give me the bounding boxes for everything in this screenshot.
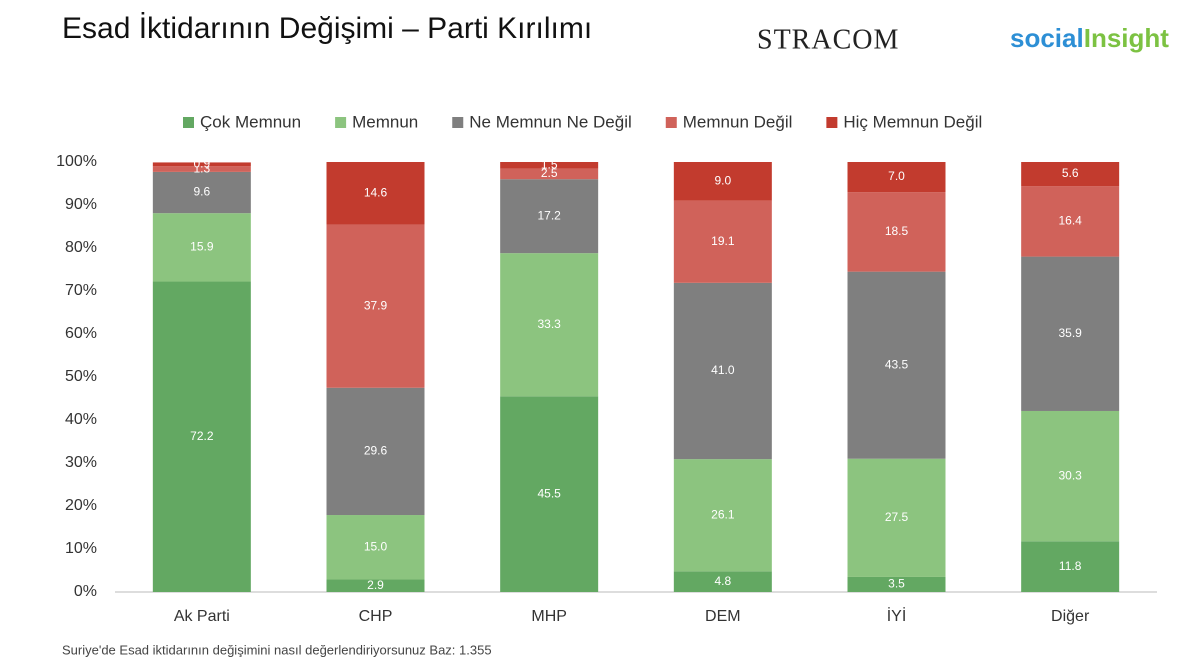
value-label: 2.5 — [541, 166, 558, 180]
legend-label: Memnun Değil — [683, 112, 793, 131]
bar-segment — [500, 396, 599, 592]
bar-segment — [1021, 256, 1120, 411]
bar-segment — [326, 162, 425, 225]
legend-label: Ne Memnun Ne Değil — [469, 112, 632, 131]
y-tick-label: 40% — [65, 411, 97, 428]
legend-label: Memnun — [352, 112, 418, 131]
value-label: 33.3 — [537, 317, 561, 331]
logo-socialinsight: socialInsight — [1010, 23, 1169, 53]
value-label: 1.5 — [541, 157, 558, 171]
logo-stracom: STRACOM — [757, 24, 899, 55]
y-tick-label: 0% — [74, 583, 97, 600]
legend-label: Çok Memnun — [200, 112, 301, 131]
legend-label: Hiç Memnun Değil — [843, 112, 982, 131]
value-label: 4.8 — [714, 574, 731, 588]
chart-title: Esad İktidarının Değişimi – Parti Kırılı… — [62, 12, 592, 45]
legend-swatch — [665, 117, 677, 128]
bar-segment — [152, 162, 251, 167]
y-tick-label: 90% — [65, 196, 97, 213]
bar-segment — [326, 579, 425, 592]
bar-segment — [1021, 162, 1120, 187]
bar-segment — [1021, 186, 1120, 257]
value-label: 41.0 — [711, 363, 735, 377]
y-tick-label: 100% — [56, 153, 97, 170]
value-label: 19.1 — [711, 234, 735, 248]
bar-segment — [500, 168, 599, 180]
value-label: 72.2 — [190, 429, 214, 443]
y-tick-label: 20% — [65, 497, 97, 514]
value-label: 2.9 — [367, 578, 384, 592]
value-label: 5.6 — [1062, 166, 1079, 180]
bar-segment — [847, 576, 946, 592]
x-tick-label: Diğer — [1051, 608, 1090, 625]
value-label: 9.0 — [714, 174, 731, 188]
bar-segment — [152, 213, 251, 282]
value-label: 27.5 — [885, 510, 909, 524]
legend-swatch — [183, 117, 194, 128]
value-label: 3.5 — [888, 577, 905, 591]
value-label: 0.9 — [193, 157, 210, 171]
value-label: 11.8 — [1059, 559, 1082, 573]
x-tick-label: İYİ — [887, 606, 907, 625]
value-label: 43.5 — [885, 357, 909, 371]
value-label: 37.9 — [364, 298, 388, 312]
bar-segment — [152, 166, 251, 172]
value-label: 30.3 — [1058, 468, 1082, 482]
bar-segment — [152, 281, 251, 592]
value-label: 26.1 — [711, 507, 735, 521]
value-label: 45.5 — [537, 486, 561, 500]
bar-segment — [673, 459, 772, 572]
value-label: 14.6 — [364, 186, 388, 200]
value-label: 15.0 — [364, 539, 388, 553]
legend-swatch — [452, 117, 464, 128]
bar-segment — [1021, 410, 1120, 542]
value-label: 15.9 — [190, 240, 214, 254]
bar-segment — [673, 162, 772, 201]
legend-swatch — [335, 117, 347, 128]
bar-segment — [673, 571, 772, 592]
bar-segment — [326, 224, 425, 388]
legend-swatch — [826, 117, 838, 128]
y-tick-label: 50% — [65, 368, 97, 385]
bar-segment — [500, 162, 599, 169]
bar-segment — [673, 282, 772, 460]
logo-part: social — [1010, 23, 1084, 53]
value-label: 9.6 — [193, 185, 210, 199]
bar-segment — [326, 515, 425, 580]
y-tick-label: 60% — [65, 325, 97, 342]
value-label: 18.5 — [885, 224, 909, 238]
bar-segment — [500, 253, 599, 397]
bar-segment — [847, 271, 946, 459]
y-tick-label: 10% — [65, 540, 97, 557]
bar-segment — [152, 171, 251, 214]
value-label: 35.9 — [1058, 326, 1082, 340]
value-label: 17.2 — [537, 208, 561, 222]
bar-segment — [673, 200, 772, 283]
bar-segment — [1021, 541, 1120, 592]
bar-segment — [500, 179, 599, 254]
value-label: 16.4 — [1058, 214, 1082, 228]
footnote: Suriye'de Esad iktidarının değişimini na… — [62, 642, 492, 657]
bar-segment — [847, 162, 946, 193]
logo-part: Insight — [1084, 23, 1170, 53]
x-tick-label: CHP — [359, 608, 393, 625]
x-tick-label: Ak Parti — [174, 608, 230, 625]
value-label: 29.6 — [364, 444, 388, 458]
bar-segment — [847, 192, 946, 272]
x-tick-label: MHP — [531, 608, 567, 625]
bar-segment — [326, 387, 425, 516]
y-tick-label: 70% — [65, 282, 97, 299]
y-tick-label: 80% — [65, 239, 97, 256]
value-label: 7.0 — [888, 169, 905, 183]
y-tick-label: 30% — [65, 454, 97, 471]
x-tick-label: DEM — [705, 608, 741, 625]
bar-segment — [847, 458, 946, 577]
